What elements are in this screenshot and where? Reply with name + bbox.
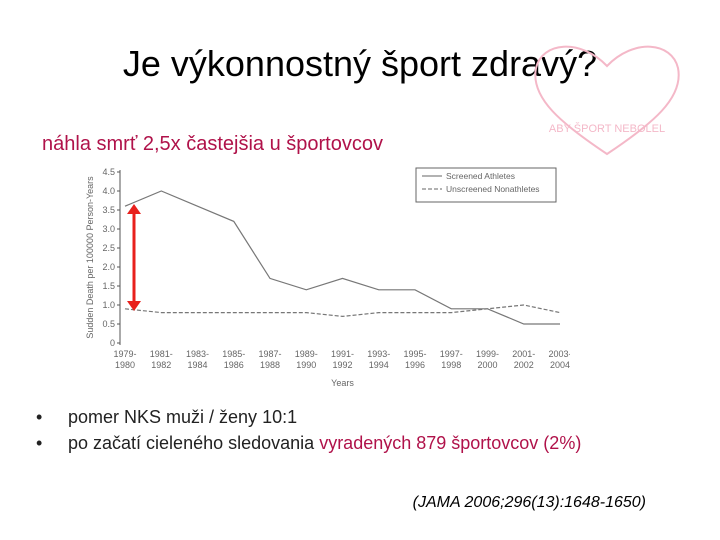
y-tick-label: 0 [110,338,115,348]
x-tick-label: 1997- [440,349,463,359]
y-tick-label: 2.5 [102,243,115,253]
bullet-item: • pomer NKS muži / ženy 10:1 [36,404,581,430]
bullet-text: po začatí cieleného sledovania [68,433,320,453]
y-tick-label: 1.0 [102,300,115,310]
x-tick-label: 1985- [222,349,245,359]
x-tick-label: 1994 [369,360,389,370]
slide-title: Je výkonnostný šport zdravý? [122,43,598,84]
x-axis-label: Years [331,378,354,388]
bullet-text: pomer NKS muži / ženy 10:1 [68,407,298,427]
x-tick-label: 1993- [367,349,390,359]
logo-text: ABY ŠPORT NEBOLEL [549,122,665,135]
legend-label: Screened Athletes [446,171,515,181]
x-tick-label: 1980 [115,360,135,370]
y-tick-label: 0.5 [102,319,115,329]
heart-logo: ABY ŠPORT NEBOLEL [534,45,680,156]
x-tick-label: 2003- [548,349,570,359]
legend-label: Unscreened Nonathletes [446,184,540,194]
line-chart: 4.5 4.0 3.5 3.0 2.5 2.0 1.5 1.0 0.5 0 Sudden Death… [85,167,570,388]
arrow-head-down [127,301,141,311]
y-tick-label: 1.5 [102,281,115,291]
x-tick-label: 2001- [512,349,535,359]
x-tick-label: 1984 [187,360,207,370]
bullet-item: • po začatí cieleného sledovania vyraden… [36,430,581,456]
y-tick-label: 2.0 [102,262,115,272]
y-tick-label: 3.0 [102,224,115,234]
x-tick-label: 1998 [441,360,461,370]
x-tick-label: 1981- [150,349,173,359]
x-tick-label: 1990 [296,360,316,370]
bullet-dot: • [36,407,43,427]
y-axis-label: Sudden Death per 100000 Person-Years [85,176,95,339]
bullet-list: • pomer NKS muži / ženy 10:1 • po začatí… [36,404,581,456]
x-tick-label: 1999- [476,349,499,359]
series-line-1 [124,190,560,325]
citation: (JAMA 2006;296(13):1648-1650) [412,494,646,511]
y-tick-label: 4.0 [102,186,115,196]
x-tick-label: 1995- [403,349,426,359]
chart-subtitle: náhla smrť 2,5x častejšia u športovcov [42,133,383,155]
series-line-2 [124,304,561,318]
legend-box [415,167,557,203]
x-tick-label: 1996 [405,360,425,370]
x-tick-label: 1989- [295,349,318,359]
x-tick-label: 1991- [331,349,354,359]
arrow-head-up [127,204,141,214]
x-tick-label: 2004 [550,360,570,370]
x-tick-label: 1982 [151,360,171,370]
x-tick-label: 1987- [258,349,281,359]
x-tick-label: 1988 [260,360,280,370]
y-tick-label: 4.5 [102,167,115,177]
y-tick-label: 3.5 [102,205,115,215]
x-tick-label: 2000 [477,360,497,370]
x-tick-label: 2002 [514,360,534,370]
x-tick-label: 1979- [113,349,136,359]
x-tick-label: 1983- [186,349,209,359]
x-tick-label: 1992 [332,360,352,370]
x-tick-label: 1986 [224,360,244,370]
bullet-highlight: vyradených 879 športovcov (2%) [319,433,582,453]
bullet-dot: • [36,433,43,453]
